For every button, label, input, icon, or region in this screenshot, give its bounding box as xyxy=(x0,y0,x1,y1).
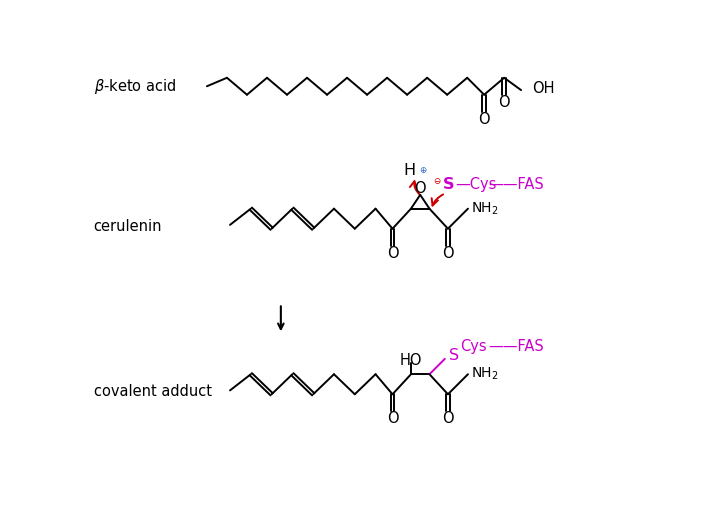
Text: O: O xyxy=(386,246,398,261)
Text: S: S xyxy=(443,176,455,192)
Text: NH$_2$: NH$_2$ xyxy=(471,200,498,217)
FancyArrowPatch shape xyxy=(410,181,419,195)
Text: Cys: Cys xyxy=(460,339,487,354)
Text: H: H xyxy=(403,163,416,177)
Text: —Cys: —Cys xyxy=(455,176,497,192)
Text: covalent adduct: covalent adduct xyxy=(94,384,212,400)
Text: NH$_2$: NH$_2$ xyxy=(471,366,498,382)
Text: ——FAS: ——FAS xyxy=(488,339,544,354)
Text: S: S xyxy=(448,348,459,363)
Text: O: O xyxy=(442,246,454,261)
Text: HO: HO xyxy=(400,353,422,368)
Text: O: O xyxy=(478,112,490,127)
Text: $\it{\beta}$-keto acid: $\it{\beta}$-keto acid xyxy=(94,77,176,96)
Text: O: O xyxy=(442,411,454,426)
Text: O: O xyxy=(415,181,426,196)
Text: OH: OH xyxy=(532,81,554,96)
Text: O: O xyxy=(498,95,510,110)
Text: $^{\oplus}$: $^{\oplus}$ xyxy=(419,167,427,180)
Text: ——FAS: ——FAS xyxy=(488,176,544,192)
Text: cerulenin: cerulenin xyxy=(94,219,162,234)
FancyArrowPatch shape xyxy=(431,195,443,205)
Text: $^{\ominus}$: $^{\ominus}$ xyxy=(433,177,442,191)
Text: O: O xyxy=(386,411,398,426)
